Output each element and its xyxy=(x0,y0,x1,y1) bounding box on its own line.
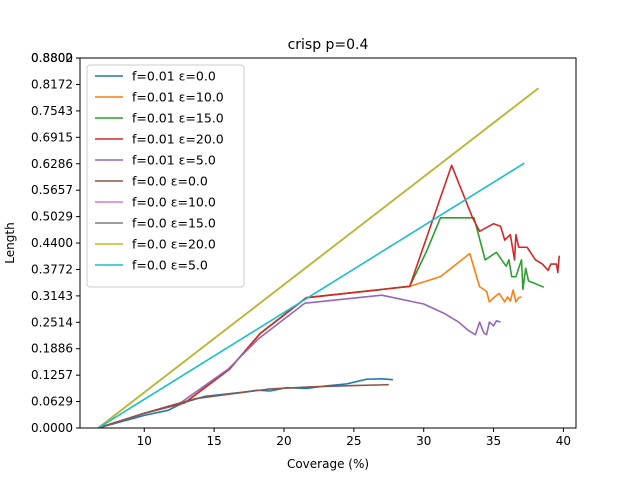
legend-label-1: f=0.01 ε=10.0 xyxy=(132,90,224,105)
series-line-0 xyxy=(97,378,394,428)
y-tick-label-8: 0.5029 xyxy=(31,210,73,224)
x-tick-label-1: 15 xyxy=(206,434,221,448)
y-tick-label-15: 0.8802 xyxy=(31,51,73,65)
series-line-8 xyxy=(97,87,539,428)
y-axis-label: Length xyxy=(3,222,17,263)
y-axis: 0.0000 0.0629 0.1257 0.1886 0.2514 0.3143 0.37… xyxy=(31,51,80,435)
y-tick-label-2: 0.1257 xyxy=(31,368,73,382)
series-line-4 xyxy=(97,294,501,428)
x-axis: 10 15 20 25 30 35 40 xyxy=(137,428,571,448)
legend-label-4: f=0.01 ε=5.0 xyxy=(132,153,216,168)
x-tick-label-2: 20 xyxy=(276,434,291,448)
legend-label-3: f=0.01 ε=20.0 xyxy=(132,132,224,147)
x-tick-label-5: 35 xyxy=(486,434,501,448)
legend-label-6: f=0.0 ε=10.0 xyxy=(132,195,216,210)
series-line-9 xyxy=(97,162,525,428)
y-tick-label-1: 0.0629 xyxy=(31,395,73,409)
y-tick-label-13: 0.8172 xyxy=(31,77,73,91)
y-tick-label-12: 0.7543 xyxy=(31,104,73,118)
y-tick-label-9: 0.5657 xyxy=(31,183,73,197)
legend-label-9: f=0.0 ε=5.0 xyxy=(132,258,208,273)
series-layer xyxy=(97,87,561,428)
y-tick-label-5: 0.3143 xyxy=(31,289,73,303)
y-tick-label-10: 0.6286 xyxy=(31,157,73,171)
y-tick-label-7: 0.4400 xyxy=(31,236,73,250)
x-tick-label-4: 30 xyxy=(416,434,431,448)
y-tick-label-4: 0.2514 xyxy=(31,315,73,329)
y-tick-label-14: 0.8800 xyxy=(31,51,73,65)
x-axis-label: Coverage (%) xyxy=(287,457,369,471)
legend-label-8: f=0.0 ε=20.0 xyxy=(132,237,216,252)
legend-box xyxy=(86,64,245,288)
chart-title: crisp p=0.4 xyxy=(288,37,369,53)
legend-label-0: f=0.01 ε=0.0 xyxy=(132,69,216,84)
legend-label-2: f=0.01 ε=15.0 xyxy=(132,111,224,126)
legend-label-5: f=0.0 ε=0.0 xyxy=(132,174,208,189)
series-line-5 xyxy=(97,383,389,428)
y-tick-label-11: 0.6915 xyxy=(31,130,73,144)
series-line-3 xyxy=(97,164,561,428)
legend: f=0.01 ε=0.0 f=0.01 ε=10.0 f=0.01 ε=15.0 f=… xyxy=(86,64,245,288)
y-tick-label-0: 0.0000 xyxy=(31,421,73,435)
y-tick-label-6: 0.3772 xyxy=(31,262,73,276)
y-tick-label-3: 0.1886 xyxy=(31,342,73,356)
x-tick-label-0: 10 xyxy=(137,434,152,448)
x-tick-label-3: 25 xyxy=(346,434,361,448)
x-tick-label-6: 40 xyxy=(556,434,571,448)
legend-label-7: f=0.0 ε=15.0 xyxy=(132,216,216,231)
